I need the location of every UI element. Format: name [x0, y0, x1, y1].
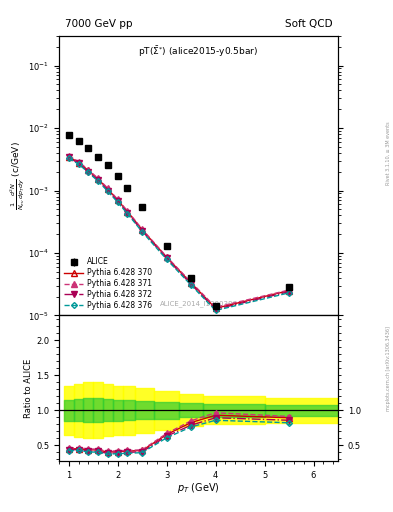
Pythia 6.428 370: [86, 167, 91, 174]
Pythia 6.428 372: [76, 160, 81, 166]
Pythia 6.428 370: [96, 176, 101, 182]
Pythia 6.428 371: [106, 185, 110, 191]
Pythia 6.428 376: [286, 290, 291, 296]
Line: Pythia 6.428 370: Pythia 6.428 370: [66, 154, 292, 311]
Pythia 6.428 371: [286, 287, 291, 293]
Pythia 6.428 376: [140, 229, 145, 235]
Text: pT($\bar{\Sigma}^{*}$) (alice2015-y0.5bar): pT($\bar{\Sigma}^{*}$) (alice2015-y0.5ba…: [138, 44, 259, 59]
Pythia 6.428 370: [213, 305, 218, 311]
Pythia 6.428 371: [140, 226, 145, 232]
Pythia 6.428 372: [125, 210, 130, 216]
Pythia 6.428 376: [164, 257, 169, 263]
Pythia 6.428 372: [189, 281, 193, 287]
Pythia 6.428 376: [86, 169, 91, 176]
Pythia 6.428 372: [86, 168, 91, 175]
Pythia 6.428 376: [96, 178, 101, 184]
Pythia 6.428 371: [86, 167, 91, 173]
Pythia 6.428 370: [106, 186, 110, 193]
Line: Pythia 6.428 371: Pythia 6.428 371: [66, 153, 292, 310]
Pythia 6.428 371: [115, 197, 120, 203]
Pythia 6.428 372: [106, 187, 110, 194]
Pythia 6.428 376: [189, 282, 193, 288]
Line: Pythia 6.428 372: Pythia 6.428 372: [66, 155, 292, 312]
Pythia 6.428 371: [213, 304, 218, 310]
Pythia 6.428 371: [164, 253, 169, 260]
Pythia 6.428 370: [66, 154, 71, 160]
Text: Rivet 3.1.10, ≥ 3M events: Rivet 3.1.10, ≥ 3M events: [386, 122, 391, 185]
Pythia 6.428 376: [66, 155, 71, 161]
Pythia 6.428 372: [115, 198, 120, 204]
Pythia 6.428 376: [213, 307, 218, 313]
Pythia 6.428 370: [76, 160, 81, 166]
Pythia 6.428 376: [106, 188, 110, 195]
Pythia 6.428 372: [164, 255, 169, 262]
Pythia 6.428 371: [66, 153, 71, 159]
Pythia 6.428 371: [76, 159, 81, 165]
Pythia 6.428 372: [213, 306, 218, 312]
Pythia 6.428 370: [125, 208, 130, 215]
Text: ALICE_2014_I1300380: ALICE_2014_I1300380: [160, 300, 237, 307]
Pythia 6.428 372: [66, 154, 71, 160]
Legend: ALICE, Pythia 6.428 370, Pythia 6.428 371, Pythia 6.428 372, Pythia 6.428 376: ALICE, Pythia 6.428 370, Pythia 6.428 37…: [63, 256, 154, 312]
Pythia 6.428 371: [125, 208, 130, 214]
Pythia 6.428 372: [140, 228, 145, 234]
Pythia 6.428 371: [189, 279, 193, 285]
Text: mcplots.cern.ch [arXiv:1306.3436]: mcplots.cern.ch [arXiv:1306.3436]: [386, 326, 391, 411]
Pythia 6.428 371: [96, 176, 101, 182]
Text: 7000 GeV pp: 7000 GeV pp: [64, 19, 132, 29]
X-axis label: $p_T$ (GeV): $p_T$ (GeV): [177, 481, 220, 495]
Pythia 6.428 372: [286, 289, 291, 295]
Y-axis label: $\frac{1}{N_{ev}}\frac{d^2N}{dp_{T}dy}$ (c/GeV): $\frac{1}{N_{ev}}\frac{d^2N}{dp_{T}dy}$ …: [9, 141, 27, 210]
Text: Soft QCD: Soft QCD: [285, 19, 332, 29]
Pythia 6.428 376: [115, 199, 120, 205]
Pythia 6.428 376: [125, 210, 130, 217]
Pythia 6.428 370: [164, 254, 169, 261]
Pythia 6.428 372: [96, 177, 101, 183]
Line: Pythia 6.428 376: Pythia 6.428 376: [67, 156, 291, 312]
Pythia 6.428 370: [140, 227, 145, 233]
Pythia 6.428 370: [115, 197, 120, 203]
Pythia 6.428 376: [76, 161, 81, 167]
Pythia 6.428 370: [189, 280, 193, 286]
Pythia 6.428 370: [286, 288, 291, 294]
Y-axis label: Ratio to ALICE: Ratio to ALICE: [24, 358, 33, 418]
